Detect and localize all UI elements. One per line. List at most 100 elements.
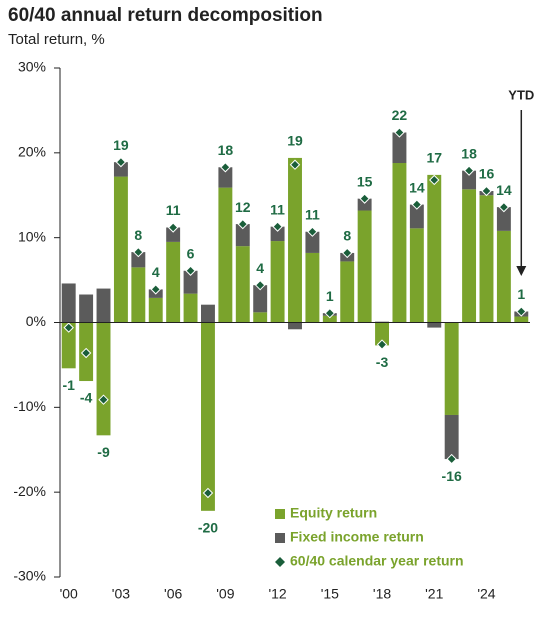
equity-bar [148, 297, 163, 323]
equity-bar [131, 267, 146, 323]
total-marker [63, 322, 74, 333]
total-marker [411, 199, 423, 210]
fixed-income-bar [183, 270, 198, 294]
value-label: 8 [134, 227, 142, 243]
equity-bar [514, 316, 529, 323]
total-marker [237, 218, 248, 230]
equity-bar [166, 241, 181, 323]
total-marker [394, 127, 405, 138]
equity-bar [392, 163, 407, 323]
equity-bar [462, 189, 477, 323]
value-label: 12 [235, 199, 251, 215]
equity-bar [201, 322, 215, 511]
fixed-income-bar [166, 227, 181, 242]
x-tick-label: '00 [60, 586, 78, 602]
total-marker [307, 226, 318, 237]
legend-swatch [275, 509, 285, 519]
value-label: 6 [187, 245, 195, 261]
equity-bar [340, 261, 355, 323]
total-marker [446, 453, 457, 465]
x-tick-label: '24 [477, 586, 495, 602]
total-marker [516, 306, 527, 317]
y-tick-label: -20% [13, 483, 46, 499]
fixed-income-bar [96, 288, 111, 323]
value-label: -16 [442, 468, 462, 484]
value-label: -1 [62, 377, 75, 393]
chart-title: 60/40 annual return decomposition [8, 5, 323, 26]
equity-bar [218, 187, 233, 323]
x-tick-label: '21 [425, 586, 443, 602]
value-label: -3 [376, 354, 389, 370]
fixed-income-bar [496, 207, 511, 231]
equity-bar [427, 174, 442, 323]
total-marker [220, 162, 231, 173]
x-tick-label: '12 [268, 586, 286, 602]
fixed-income-bar [409, 204, 424, 229]
total-marker [115, 156, 127, 168]
fixed-income-bar [270, 226, 285, 242]
fixed-income-bar [462, 170, 477, 190]
total-marker [289, 159, 301, 170]
total-marker [185, 265, 196, 276]
x-tick-label: '03 [112, 586, 130, 602]
total-marker [150, 284, 161, 295]
equity-bar [288, 157, 302, 323]
fixed-income-bar [253, 285, 268, 313]
annotation: YTD [508, 87, 534, 102]
value-label: 16 [479, 166, 495, 182]
fixed-income-bar [218, 167, 233, 188]
y-tick-label: -10% [13, 398, 46, 414]
total-marker [359, 193, 370, 204]
total-marker [80, 347, 92, 359]
value-label: 11 [166, 202, 181, 218]
total-marker [167, 222, 179, 233]
fixed-income-bar [79, 294, 94, 323]
total-marker [254, 279, 266, 291]
total-marker [272, 221, 283, 232]
chart-subtitle: Total return, % [8, 31, 105, 48]
equity-bar [96, 322, 111, 436]
equity-bar [444, 322, 459, 415]
value-label: 14 [496, 182, 512, 198]
value-label: 22 [392, 107, 408, 123]
equity-bar [235, 246, 250, 323]
x-tick-label: '09 [216, 586, 234, 602]
value-label: 11 [305, 206, 320, 222]
value-label: 15 [357, 173, 373, 189]
equity-bar [479, 195, 494, 323]
value-label: 14 [409, 179, 425, 195]
y-tick-label: -30% [13, 568, 46, 584]
equity-bar [61, 322, 76, 369]
legend-label: 60/40 calendar year return [290, 553, 464, 569]
value-label: 11 [270, 201, 285, 217]
value-label: 19 [287, 133, 303, 149]
value-label: 4 [256, 260, 264, 276]
value-label: 18 [218, 142, 234, 158]
equity-bar [270, 241, 285, 323]
fixed-income-bar [444, 414, 459, 460]
value-label: 1 [517, 286, 525, 302]
total-marker [342, 247, 353, 259]
x-tick-label: '06 [164, 586, 182, 602]
equity-bar [496, 230, 511, 323]
equity-bar [183, 293, 198, 323]
total-marker [98, 394, 109, 405]
annotation-arrowhead [516, 266, 527, 276]
x-tick-label: '18 [373, 586, 391, 602]
value-label: 4 [152, 264, 160, 280]
total-marker [498, 201, 510, 213]
fixed-income-bar [235, 224, 250, 247]
value-label: -9 [97, 444, 110, 460]
total-marker [202, 487, 214, 499]
y-tick-label: 10% [18, 228, 46, 244]
total-marker [133, 246, 144, 258]
fixed-income-bar [392, 132, 407, 164]
x-tick-label: '15 [321, 586, 339, 602]
total-marker [463, 165, 475, 176]
fixed-income-bar [288, 322, 302, 330]
fixed-income-bar [201, 304, 215, 323]
equity-bar [322, 315, 337, 323]
legend-swatch [275, 533, 285, 543]
equity-bar [357, 210, 372, 323]
